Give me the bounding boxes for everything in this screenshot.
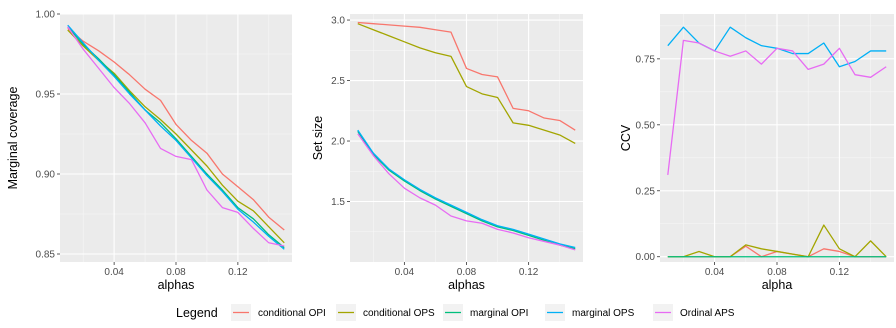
legend-label: conditional OPI <box>258 308 326 319</box>
legend-entry-marginal-ops: marginal OPS <box>545 304 635 321</box>
y-tick-label: 0.00 <box>636 252 656 263</box>
y-tick-label: 3.0 <box>331 16 345 27</box>
x-tick-label: 0.08 <box>767 267 787 278</box>
y-axis-title: CCV <box>619 124 633 151</box>
legend-entry-conditional-ops: conditional OPS <box>336 304 435 321</box>
x-tick-label: 0.08 <box>457 267 477 278</box>
chart-panels: 0.85 0.90 0.95 1.00 0.04 0.08 0.12 alphas Margin… <box>6 10 894 292</box>
x-tick-label: 0.12 <box>228 267 248 278</box>
x-tick-label: 0.04 <box>104 267 124 278</box>
series-line-conditional-opi <box>357 21 576 131</box>
legend: Legend conditional OPI conditional OPS mar… <box>176 304 735 321</box>
x-tick-label: 0.08 <box>166 267 186 278</box>
legend-label: conditional OPS <box>363 308 435 319</box>
chart-panel-2: 1.5 2.0 2.5 3.0 0.04 0.08 0.12 alphas Set size <box>311 14 583 292</box>
series-line-ordinal-aps <box>67 26 285 247</box>
y-tick-label: 0.75 <box>636 54 656 65</box>
series-line-conditional-opi <box>67 27 285 231</box>
x-axis-title: alphas <box>448 278 485 292</box>
x-tick-label: 0.04 <box>395 267 415 278</box>
series-line-ordinal-aps <box>667 39 887 176</box>
series-line-ordinal-aps <box>357 133 576 251</box>
x-tick-label: 0.12 <box>519 267 539 278</box>
legend-title: Legend <box>176 306 218 320</box>
series-line-marginal-ops <box>67 24 285 250</box>
y-tick-label: 0.95 <box>36 90 56 101</box>
legend-label: marginal OPI <box>470 308 528 319</box>
legend-entry-conditional-opi: conditional OPI <box>231 304 326 321</box>
legend-label: marginal OPS <box>572 308 635 319</box>
y-tick-label: 1.00 <box>36 10 56 21</box>
y-tick-label: 0.85 <box>36 250 56 261</box>
y-tick-label: 0.25 <box>636 186 656 197</box>
y-tick-label: 1.5 <box>331 197 345 208</box>
legend-label: Ordinal APS <box>680 308 735 319</box>
chart-panel-3: 0.00 0.25 0.50 0.75 0.04 0.08 0.12 alpha CCV <box>619 14 894 292</box>
legend-entry-marginal-opi: marginal OPI <box>443 304 528 321</box>
y-axis-title: Set size <box>311 116 325 161</box>
chart-panel-1: 0.85 0.90 0.95 1.00 0.04 0.08 0.12 alphas Margin… <box>6 10 292 292</box>
x-axis-title: alphas <box>158 278 195 292</box>
legend-entry-ordinal-aps: Ordinal APS <box>653 304 735 321</box>
series-line-conditional-ops <box>667 224 887 258</box>
y-tick-label: 0.50 <box>636 120 656 131</box>
y-tick-label: 2.5 <box>331 76 345 87</box>
y-tick-label: 2.0 <box>331 137 345 148</box>
series-line-marginal-opi <box>357 130 576 250</box>
y-axis-title: Marginal coverage <box>6 87 20 190</box>
series-line-conditional-ops <box>357 23 576 145</box>
series-line-marginal-opi <box>67 26 285 249</box>
series-line-marginal-ops <box>357 129 576 249</box>
x-tick-label: 0.12 <box>830 267 850 278</box>
y-tick-label: 0.90 <box>36 170 56 181</box>
x-tick-label: 0.04 <box>705 267 725 278</box>
x-axis-title: alpha <box>762 278 793 292</box>
